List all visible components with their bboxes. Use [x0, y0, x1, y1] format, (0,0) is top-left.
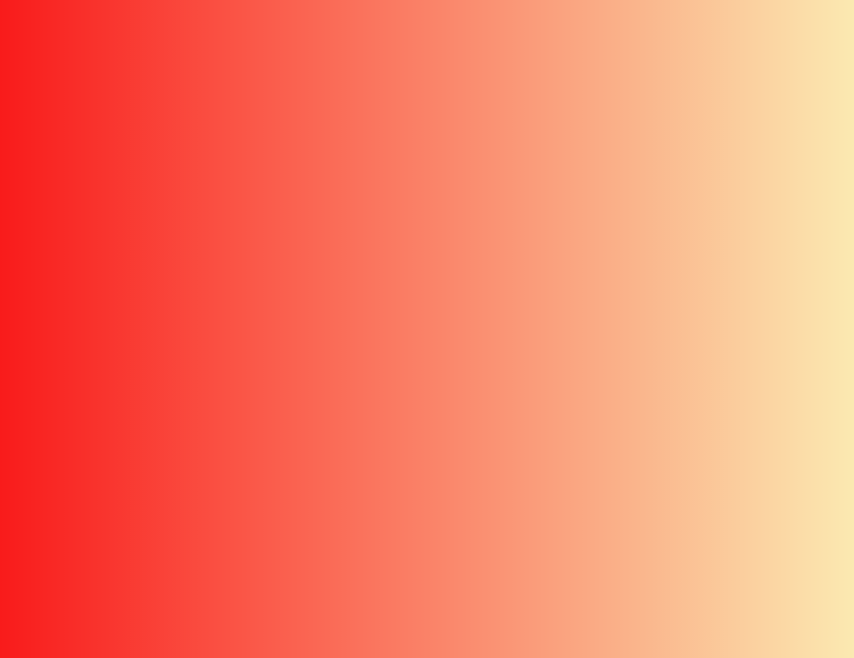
gradient-background	[0, 0, 854, 658]
